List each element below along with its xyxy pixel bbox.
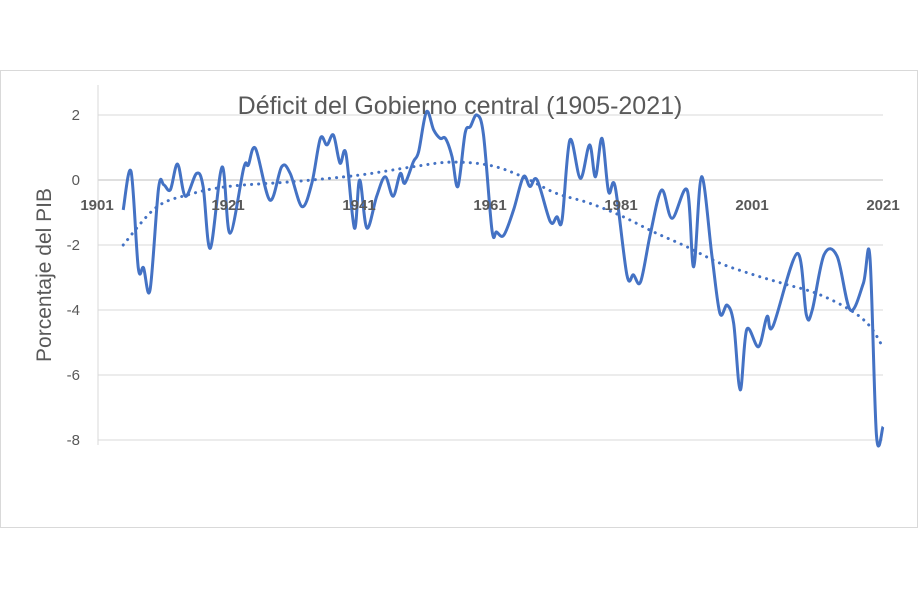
y-tick-label: 0: [72, 172, 80, 189]
deficit-line: [121, 109, 885, 448]
y-tick-label: -8: [67, 432, 80, 449]
y-tick-label: 2: [72, 107, 80, 124]
y-tick-labels: 2 0 -2 -4 -6 -8: [67, 107, 80, 449]
x-tick-label: 1961: [473, 197, 506, 214]
series-group: [121, 109, 885, 448]
chart-title: Déficit del Gobierno central (1905-2021): [238, 92, 683, 120]
gridlines: [98, 114, 883, 441]
y-axis-label: Porcentaje del PIB: [33, 188, 56, 362]
x-tick-label: 1941: [342, 197, 375, 214]
x-tick-labels: 1901 1921 1941 1961 1981 2001 2021: [80, 197, 899, 214]
x-tick-label: 2001: [735, 197, 768, 214]
y-tick-label: -2: [67, 237, 80, 254]
y-tick-label: -6: [67, 367, 80, 384]
y-tick-label: -4: [67, 302, 80, 319]
x-tick-label: 1921: [211, 197, 244, 214]
x-tick-label: 2021: [866, 197, 899, 214]
x-tick-label: 1981: [604, 197, 637, 214]
trendline: [121, 160, 885, 349]
chart-frame: [0, 70, 918, 528]
x-tick-label: 1901: [80, 197, 113, 214]
